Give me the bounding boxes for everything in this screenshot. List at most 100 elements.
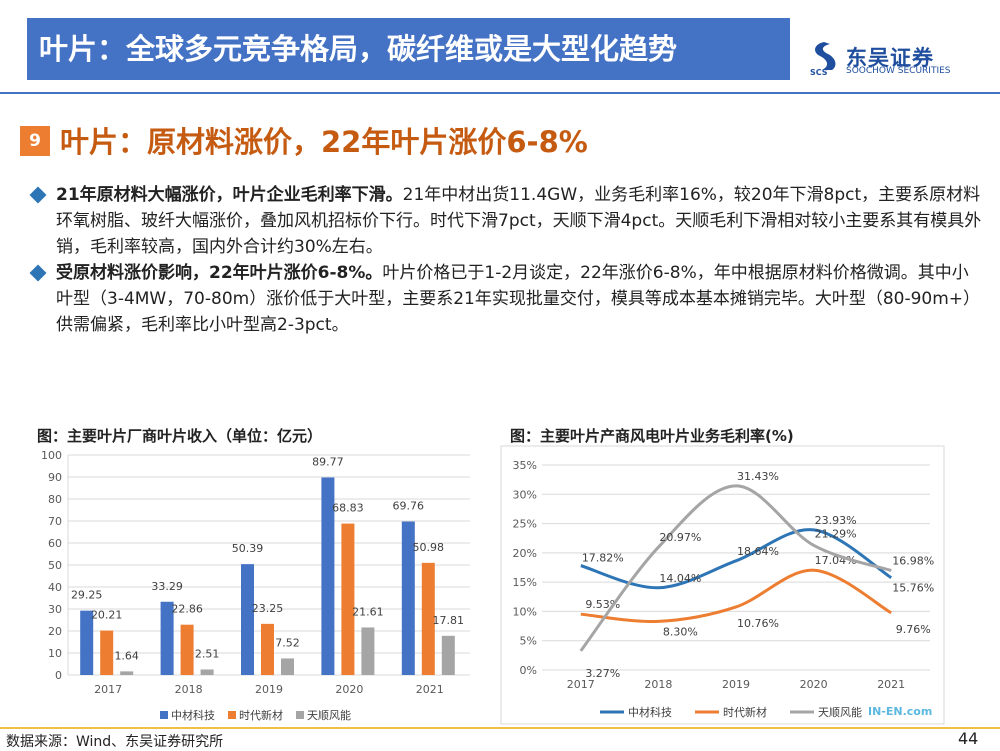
bar [241, 564, 254, 675]
section-number: 9 [20, 126, 50, 156]
data-label: 9.76% [896, 623, 931, 636]
bar [401, 521, 415, 675]
y-tick-label: 90 [48, 471, 62, 484]
bullet-text: 叶片价格已于1-2月谈定，22年涨价6-8%，年中根据原材料价格微调。其中小叶型… [56, 263, 981, 335]
legend-label: 天顺风能 [818, 705, 862, 719]
data-label: 20.97% [659, 531, 701, 544]
y-tick-label: 60 [48, 537, 62, 550]
legend-label: 天顺风能 [307, 708, 351, 722]
data-label: 2.51 [195, 647, 220, 660]
page-number: 44 [958, 729, 979, 748]
bar [180, 624, 194, 675]
bar [361, 627, 375, 675]
data-label: 21.29% [815, 527, 857, 540]
bullet-item: 21年原材料大幅涨价，叶片企业毛利率下滑。21年中材出货11.4GW，业务毛利率… [28, 182, 983, 260]
data-label: 68.83 [332, 502, 364, 515]
bullet-lead: 21年原材料大幅涨价，叶片企业毛利率下滑。 [56, 185, 403, 205]
x-tick-label: 2018 [644, 678, 672, 691]
data-label: 10.76% [737, 617, 779, 630]
chart-border [500, 445, 945, 725]
y-tick-label: 20 [48, 625, 62, 638]
data-label: 50.39 [232, 542, 264, 555]
data-label: 33.29 [151, 580, 183, 593]
legend-label: 时代新材 [239, 708, 283, 722]
data-label: 89.77 [312, 456, 344, 469]
y-tick-label: 80 [48, 493, 62, 506]
bar [421, 562, 435, 675]
section-title: 叶片：原材料涨价，22年叶片涨价6-8% [60, 125, 588, 159]
diamond-bullet-icon [29, 264, 47, 282]
legend-label: 中材科技 [171, 708, 215, 722]
data-label: 18.64% [737, 545, 779, 558]
y-tick-label: 15% [513, 576, 537, 589]
bar [160, 601, 174, 675]
x-tick-label: 2020 [800, 678, 828, 691]
data-label: 29.25 [71, 589, 103, 602]
data-label: 22.86 [171, 603, 203, 616]
revenue-bar-chart: 0 10 20 30 40 50 60 70 80 90 100 2017 29.25 20.21 1.64… [41, 449, 470, 722]
bar [441, 635, 455, 675]
margin-line-chart: 0% 5% 10% 15% 20% 25% 30% 35% 2017 2018 2019 2020 20… [500, 445, 945, 725]
bar [261, 623, 274, 675]
bar [321, 477, 335, 675]
line-chart-title: 图：主要叶片产商风电叶片业务毛利率(%) [510, 427, 794, 445]
data-label: 8.30% [663, 625, 698, 638]
x-tick-label: 2021 [877, 678, 905, 691]
data-label: 31.43% [737, 470, 779, 483]
data-source: 数据来源：Wind、东吴证券研究所 [6, 734, 224, 750]
data-label: 23.25 [252, 602, 284, 615]
y-tick-label: 30% [513, 488, 537, 501]
y-tick-label: 10% [513, 605, 537, 618]
bar [120, 671, 134, 675]
series-line [579, 484, 892, 652]
page-title: 叶片：全球多元竞争格局，碳纤维或是大型化趋势 [27, 18, 790, 80]
x-tick-label: 2017 [94, 683, 122, 696]
data-label: 15.76% [892, 582, 934, 595]
bar [200, 669, 214, 675]
data-label: 21.61 [352, 605, 384, 618]
data-label: 16.98% [892, 555, 934, 568]
y-tick-label: 10 [48, 647, 62, 660]
x-tick-label: 2020 [335, 683, 363, 696]
legend-swatch [228, 711, 236, 719]
bar [80, 610, 94, 675]
y-tick-label: 70 [48, 515, 62, 528]
bar [341, 523, 355, 675]
logo-cn-text: 东吴证券 [846, 46, 934, 70]
legend-label: 时代新材 [723, 705, 767, 719]
footer-divider [0, 727, 1000, 729]
x-tick-label: 2018 [175, 683, 203, 696]
y-tick-label: 0% [520, 664, 537, 677]
data-label: 20.21 [91, 609, 123, 622]
x-tick-label: 2021 [416, 683, 444, 696]
y-tick-label: 35% [513, 459, 537, 472]
logo-mark-icon: SCS [810, 42, 836, 76]
diamond-bullet-icon [29, 186, 47, 204]
data-label: 14.04% [659, 572, 701, 585]
bar [100, 630, 114, 675]
header-divider [0, 92, 1000, 94]
data-label: 23.93% [815, 514, 857, 527]
bullet-text: 21年中材出货11.4GW，业务毛利率16%，较20年下滑8pct，主要系原材料… [56, 185, 982, 257]
data-label: 69.76 [393, 500, 425, 513]
data-label: 17.81 [433, 614, 465, 627]
bullet-lead: 受原材料涨价影响，22年叶片涨价6-8%。 [56, 263, 383, 283]
company-logo: SCS 东吴证券 SOOCHOW SECURITIES [808, 40, 978, 80]
data-label: 1.64 [114, 649, 139, 662]
logo-en-text: SOOCHOW SECURITIES [846, 66, 951, 76]
x-tick-label: 2019 [722, 678, 750, 691]
bullet-list: 21年原材料大幅涨价，叶片企业毛利率下滑。21年中材出货11.4GW，业务毛利率… [28, 182, 983, 338]
legend-swatch [160, 711, 168, 719]
y-tick-label: 5% [520, 635, 537, 648]
watermark-logo: IN-EN.com [868, 705, 933, 718]
series-line [580, 568, 892, 623]
y-tick-label: 50 [48, 559, 62, 572]
svg-text:SCS: SCS [810, 68, 828, 76]
data-label: 50.98 [413, 541, 445, 554]
bullet-item: 受原材料涨价影响，22年叶片涨价6-8%。叶片价格已于1-2月谈定，22年涨价6… [28, 260, 983, 338]
y-tick-label: 25% [513, 518, 537, 531]
legend-label: 中材科技 [628, 705, 672, 719]
bar [281, 658, 294, 675]
series-line [580, 528, 893, 590]
data-label: 7.52 [275, 636, 300, 649]
